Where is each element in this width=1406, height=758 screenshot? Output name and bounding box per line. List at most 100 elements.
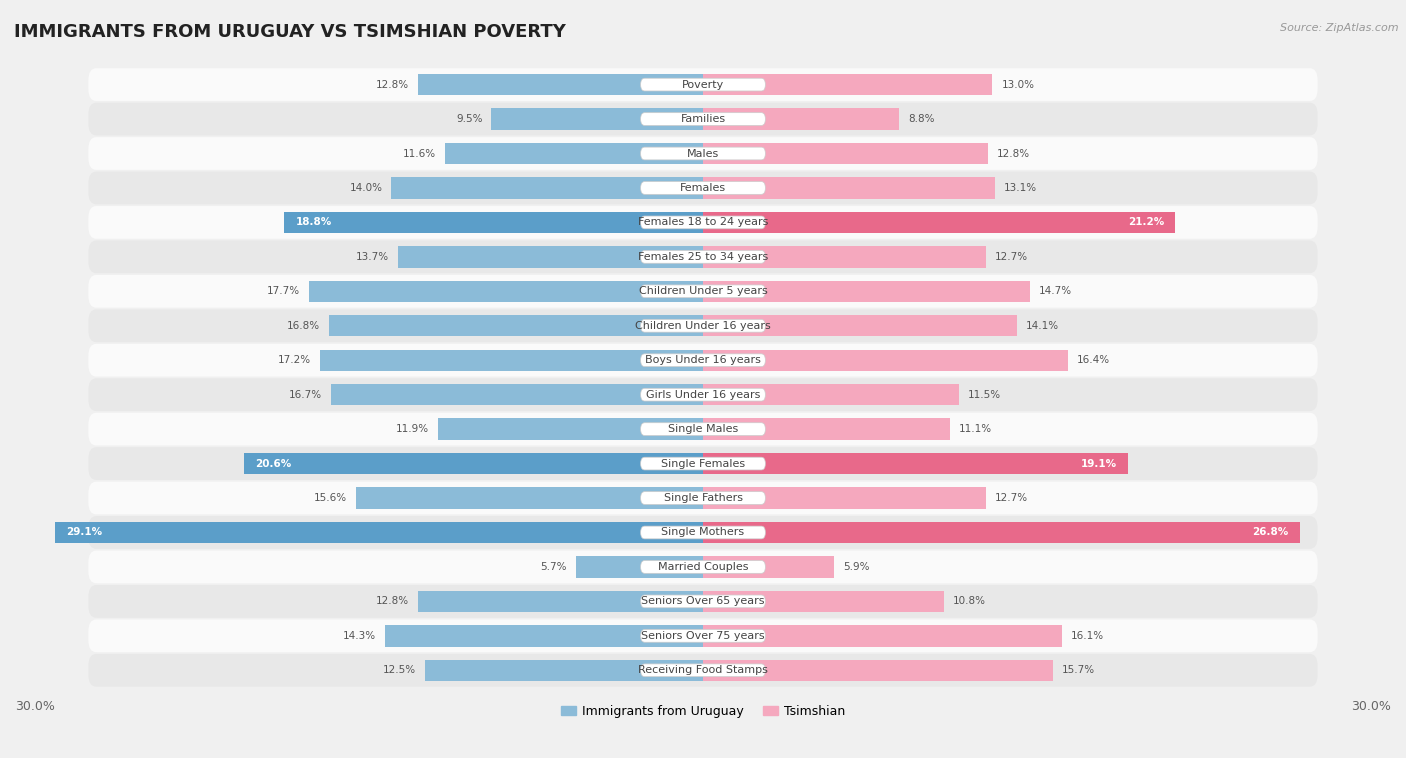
Text: 19.1%: 19.1% <box>1081 459 1118 468</box>
Bar <box>703 315 1017 337</box>
FancyBboxPatch shape <box>641 561 765 573</box>
FancyBboxPatch shape <box>89 550 1317 584</box>
Text: 14.1%: 14.1% <box>1026 321 1059 330</box>
Text: 16.1%: 16.1% <box>1070 631 1104 641</box>
Text: 14.3%: 14.3% <box>343 631 375 641</box>
Text: Girls Under 16 years: Girls Under 16 years <box>645 390 761 399</box>
Bar <box>703 143 988 164</box>
Text: Receiving Food Stamps: Receiving Food Stamps <box>638 666 768 675</box>
FancyBboxPatch shape <box>641 147 765 160</box>
Text: 15.7%: 15.7% <box>1062 666 1095 675</box>
Bar <box>444 143 703 164</box>
Bar <box>703 659 1053 681</box>
Text: Single Fathers: Single Fathers <box>664 493 742 503</box>
Bar <box>703 280 1031 302</box>
FancyBboxPatch shape <box>641 354 765 367</box>
Text: 12.8%: 12.8% <box>375 80 409 89</box>
FancyBboxPatch shape <box>641 78 765 91</box>
Bar <box>703 108 898 130</box>
FancyBboxPatch shape <box>641 492 765 504</box>
Text: Children Under 16 years: Children Under 16 years <box>636 321 770 330</box>
FancyBboxPatch shape <box>89 619 1317 652</box>
FancyBboxPatch shape <box>641 526 765 539</box>
FancyBboxPatch shape <box>641 423 765 436</box>
Text: Females 18 to 24 years: Females 18 to 24 years <box>638 218 768 227</box>
Text: 16.7%: 16.7% <box>290 390 322 399</box>
FancyBboxPatch shape <box>89 516 1317 549</box>
Text: Seniors Over 75 years: Seniors Over 75 years <box>641 631 765 641</box>
Bar <box>391 177 703 199</box>
Bar <box>703 625 1062 647</box>
Bar <box>425 659 703 681</box>
FancyBboxPatch shape <box>89 171 1317 205</box>
Text: IMMIGRANTS FROM URUGUAY VS TSIMSHIAN POVERTY: IMMIGRANTS FROM URUGUAY VS TSIMSHIAN POV… <box>14 23 567 41</box>
Bar <box>703 74 993 96</box>
Text: Females 25 to 34 years: Females 25 to 34 years <box>638 252 768 262</box>
Text: 12.7%: 12.7% <box>994 252 1028 262</box>
FancyBboxPatch shape <box>89 378 1317 411</box>
Bar <box>329 315 703 337</box>
FancyBboxPatch shape <box>89 102 1317 136</box>
Bar <box>309 280 703 302</box>
FancyBboxPatch shape <box>89 275 1317 308</box>
Text: 18.8%: 18.8% <box>295 218 332 227</box>
Text: Seniors Over 65 years: Seniors Over 65 years <box>641 597 765 606</box>
Text: Boys Under 16 years: Boys Under 16 years <box>645 356 761 365</box>
FancyBboxPatch shape <box>641 182 765 194</box>
Text: 11.1%: 11.1% <box>959 424 993 434</box>
Text: 16.8%: 16.8% <box>287 321 321 330</box>
FancyBboxPatch shape <box>641 457 765 470</box>
FancyBboxPatch shape <box>89 447 1317 480</box>
Bar <box>703 418 950 440</box>
Text: 17.2%: 17.2% <box>278 356 311 365</box>
Text: 14.0%: 14.0% <box>349 183 382 193</box>
Bar <box>330 384 703 406</box>
Bar <box>385 625 703 647</box>
FancyBboxPatch shape <box>89 240 1317 273</box>
FancyBboxPatch shape <box>89 309 1317 342</box>
FancyBboxPatch shape <box>641 629 765 642</box>
Text: 20.6%: 20.6% <box>256 459 291 468</box>
FancyBboxPatch shape <box>89 413 1317 446</box>
Text: 13.7%: 13.7% <box>356 252 389 262</box>
Text: 29.1%: 29.1% <box>66 528 103 537</box>
Text: 12.8%: 12.8% <box>997 149 1031 158</box>
FancyBboxPatch shape <box>89 654 1317 687</box>
Text: 9.5%: 9.5% <box>456 114 482 124</box>
Text: 11.6%: 11.6% <box>402 149 436 158</box>
Text: 13.1%: 13.1% <box>1004 183 1036 193</box>
Bar <box>703 384 959 406</box>
Text: 15.6%: 15.6% <box>314 493 347 503</box>
Text: Married Couples: Married Couples <box>658 562 748 572</box>
Bar <box>576 556 703 578</box>
FancyBboxPatch shape <box>641 664 765 677</box>
FancyBboxPatch shape <box>641 595 765 608</box>
Text: 12.8%: 12.8% <box>375 597 409 606</box>
FancyBboxPatch shape <box>641 113 765 125</box>
Bar <box>398 246 703 268</box>
Bar <box>418 590 703 612</box>
Text: 13.0%: 13.0% <box>1001 80 1035 89</box>
Text: 11.9%: 11.9% <box>396 424 429 434</box>
FancyBboxPatch shape <box>89 481 1317 515</box>
Text: Single Females: Single Females <box>661 459 745 468</box>
FancyBboxPatch shape <box>89 206 1317 239</box>
Bar <box>321 349 703 371</box>
Bar <box>55 522 703 543</box>
Text: 5.9%: 5.9% <box>844 562 870 572</box>
Bar <box>284 211 703 233</box>
Text: Single Males: Single Males <box>668 424 738 434</box>
Text: Females: Females <box>681 183 725 193</box>
Text: Males: Males <box>688 149 718 158</box>
Bar <box>703 349 1069 371</box>
Text: Children Under 5 years: Children Under 5 years <box>638 287 768 296</box>
Bar <box>703 556 834 578</box>
Bar <box>356 487 703 509</box>
Bar <box>703 487 986 509</box>
Text: Poverty: Poverty <box>682 80 724 89</box>
Legend: Immigrants from Uruguay, Tsimshian: Immigrants from Uruguay, Tsimshian <box>555 700 851 723</box>
Bar <box>703 246 986 268</box>
Text: 14.7%: 14.7% <box>1039 287 1073 296</box>
Bar <box>418 74 703 96</box>
Text: 26.8%: 26.8% <box>1253 528 1289 537</box>
